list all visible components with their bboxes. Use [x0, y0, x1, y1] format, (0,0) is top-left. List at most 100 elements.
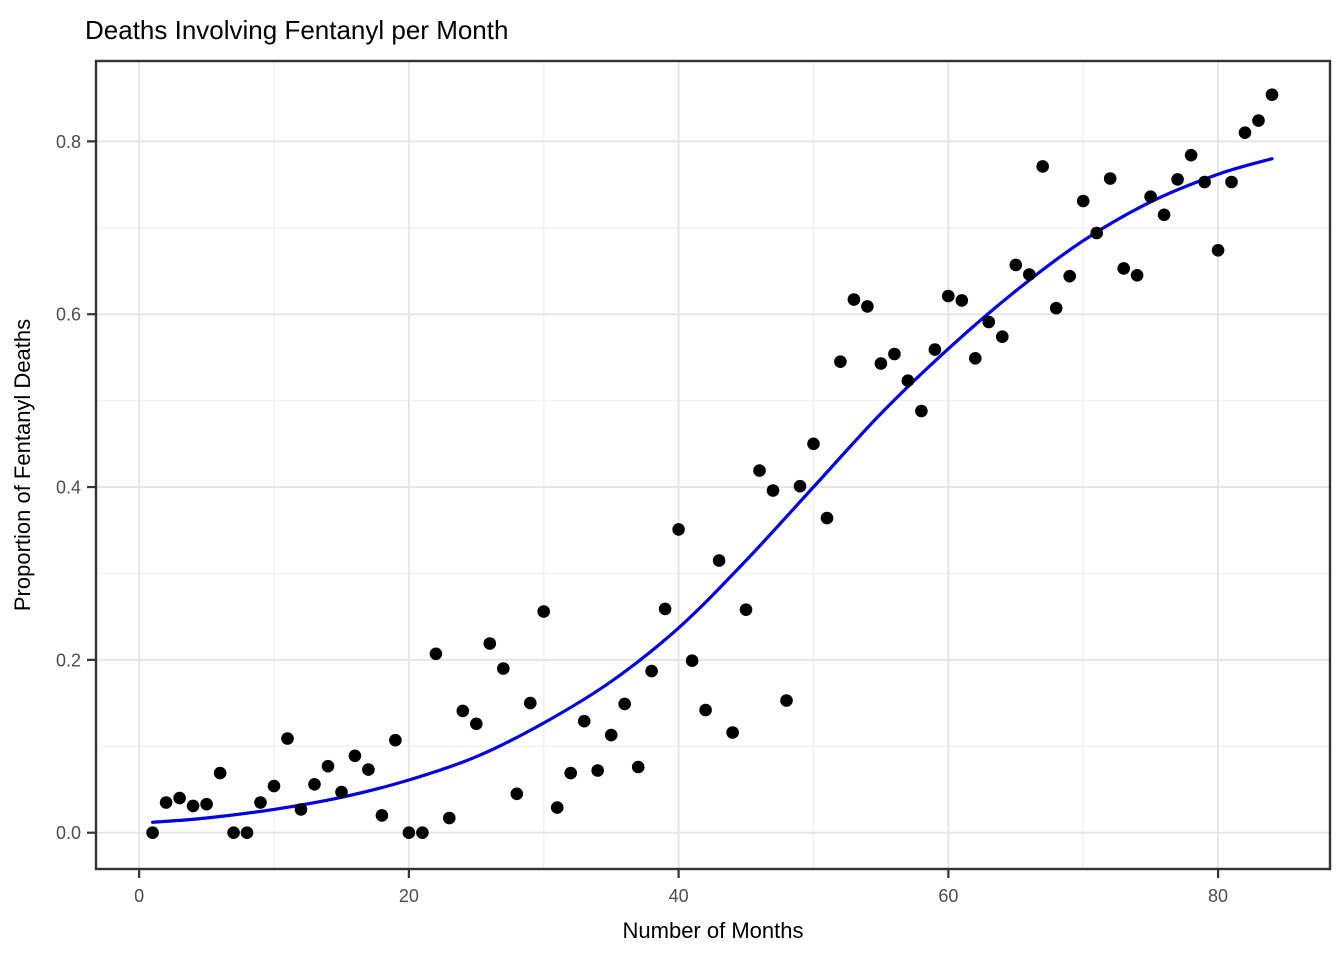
data-point — [321, 759, 335, 773]
data-point — [1252, 114, 1265, 127]
data-point — [281, 732, 294, 745]
data-point — [186, 799, 200, 813]
data-point — [969, 352, 982, 365]
minor-gridlines — [96, 61, 1330, 869]
data-point — [537, 605, 550, 618]
data-point — [308, 778, 321, 791]
x-tick-label: 0 — [134, 886, 144, 906]
data-point — [1117, 262, 1130, 275]
data-point — [726, 726, 739, 739]
trend-line — [151, 157, 1274, 824]
data-point — [1023, 268, 1036, 281]
data-point — [1036, 160, 1049, 173]
data-point — [807, 437, 820, 451]
data-point — [524, 696, 537, 710]
data-point — [658, 602, 672, 616]
data-point — [200, 797, 213, 811]
data-point — [497, 662, 510, 675]
data-point — [834, 355, 847, 369]
data-point — [564, 766, 577, 780]
scatter-points — [146, 88, 1279, 839]
data-point — [915, 404, 928, 418]
data-point — [780, 694, 793, 707]
data-point — [483, 637, 497, 650]
data-point — [685, 654, 699, 667]
data-point — [213, 766, 227, 780]
chart-title: Deaths Involving Fentanyl per Month — [85, 15, 508, 45]
data-point — [456, 704, 470, 718]
data-point — [766, 484, 780, 497]
data-point — [416, 826, 429, 839]
data-point — [510, 787, 524, 801]
data-point — [443, 811, 456, 825]
x-axis-title: Number of Months — [623, 918, 804, 943]
data-point — [591, 764, 604, 777]
data-point — [928, 343, 942, 356]
data-point — [1171, 173, 1184, 186]
data-point — [362, 763, 375, 776]
data-point — [753, 464, 766, 477]
data-point — [604, 728, 618, 742]
data-point — [1090, 226, 1103, 240]
data-point — [645, 664, 658, 678]
data-point — [429, 647, 443, 661]
data-point — [631, 760, 645, 774]
data-point — [240, 826, 254, 839]
data-point — [618, 697, 631, 711]
data-point — [227, 826, 240, 839]
data-point — [672, 523, 685, 536]
data-point — [955, 294, 969, 307]
data-point — [712, 554, 726, 567]
x-tick-label: 80 — [1208, 886, 1228, 906]
data-point — [699, 703, 712, 717]
data-point — [1009, 258, 1023, 272]
data-point — [1265, 88, 1279, 101]
data-point — [577, 714, 591, 728]
major-gridlines — [96, 61, 1330, 869]
data-point — [982, 315, 996, 329]
data-point — [820, 511, 834, 525]
data-point — [1184, 148, 1198, 162]
data-point — [874, 357, 888, 370]
y-tick-label: 0.0 — [56, 823, 81, 843]
data-point — [1238, 126, 1252, 139]
data-point — [1157, 208, 1171, 222]
data-point — [739, 603, 753, 616]
y-axis-title: Proportion of Fentanyl Deaths — [10, 319, 35, 611]
data-point — [1198, 175, 1211, 189]
data-point — [348, 749, 362, 763]
y-tick-label: 0.6 — [56, 305, 81, 325]
data-point — [847, 293, 861, 306]
smooth-fit-curve — [151, 157, 1274, 824]
x-tick-label: 20 — [399, 886, 419, 906]
data-point — [861, 300, 874, 313]
data-point — [173, 791, 186, 805]
data-point — [402, 826, 416, 839]
data-point — [1049, 301, 1063, 315]
data-point — [335, 785, 348, 799]
data-point — [1063, 269, 1076, 283]
y-tick-label: 0.2 — [56, 650, 81, 670]
data-point — [159, 796, 173, 809]
data-point — [942, 289, 955, 303]
data-point — [1103, 172, 1117, 185]
data-point — [996, 330, 1009, 344]
data-point — [1144, 190, 1157, 203]
data-point — [888, 347, 901, 361]
data-point — [254, 796, 267, 809]
data-point — [793, 479, 807, 493]
x-tick-label: 60 — [938, 886, 958, 906]
data-point — [550, 801, 564, 814]
data-point — [389, 733, 402, 747]
data-point — [267, 779, 281, 793]
data-point — [1225, 175, 1238, 189]
data-point — [470, 717, 483, 731]
data-point — [375, 809, 389, 822]
y-tick-label: 0.8 — [56, 132, 81, 152]
data-point — [901, 374, 915, 388]
x-tick-label: 40 — [669, 886, 689, 906]
data-point — [1076, 194, 1090, 208]
data-point — [1211, 244, 1225, 257]
data-point — [146, 826, 159, 839]
